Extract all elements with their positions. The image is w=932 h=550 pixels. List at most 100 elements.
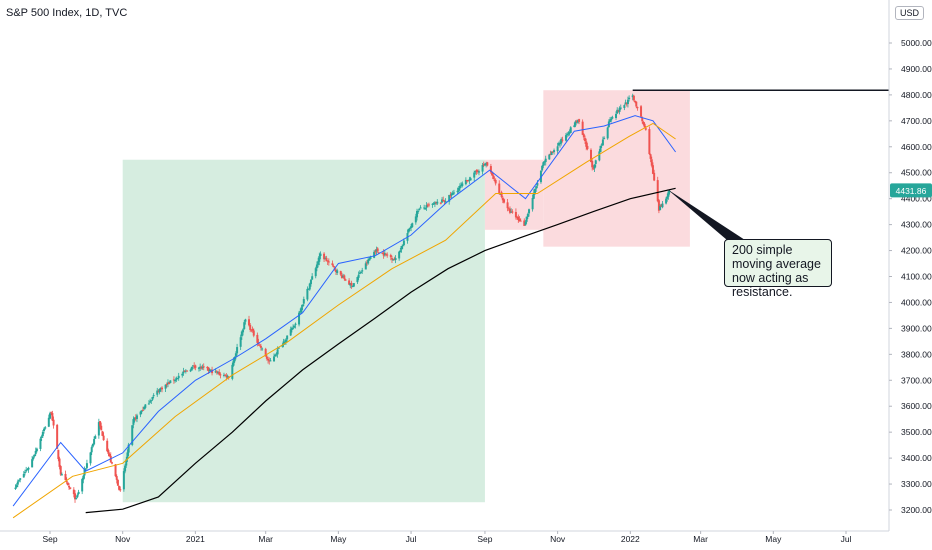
candle-body[interactable] xyxy=(382,252,385,256)
candle-body[interactable] xyxy=(81,479,84,492)
candle-body[interactable] xyxy=(367,259,370,264)
candle-body[interactable] xyxy=(524,222,527,226)
candle-body[interactable] xyxy=(400,246,403,250)
candle-body[interactable] xyxy=(386,254,389,256)
candle-body[interactable] xyxy=(52,419,55,426)
candle-body[interactable] xyxy=(381,253,384,255)
candle-body[interactable] xyxy=(217,372,220,374)
candle-body[interactable] xyxy=(256,334,259,343)
candle-body[interactable] xyxy=(243,322,246,329)
candle-body[interactable] xyxy=(56,424,59,449)
candle-body[interactable] xyxy=(27,467,30,470)
candle-body[interactable] xyxy=(16,481,19,485)
candle-body[interactable] xyxy=(625,103,628,105)
candle-body[interactable] xyxy=(174,379,177,382)
candle-body[interactable] xyxy=(532,192,535,199)
candle-body[interactable] xyxy=(368,258,371,261)
candle-body[interactable] xyxy=(126,452,129,459)
candle-body[interactable] xyxy=(531,197,534,210)
candle-body[interactable] xyxy=(606,127,609,139)
candle-body[interactable] xyxy=(561,139,564,141)
candle-body[interactable] xyxy=(452,192,455,194)
candle-body[interactable] xyxy=(143,406,146,410)
candle-body[interactable] xyxy=(468,179,471,181)
zone-green-0[interactable] xyxy=(122,159,485,503)
candle-body[interactable] xyxy=(31,459,34,468)
candle-body[interactable] xyxy=(276,349,279,355)
candle-body[interactable] xyxy=(47,417,50,427)
candle-body[interactable] xyxy=(66,482,69,486)
candle-body[interactable] xyxy=(535,186,538,189)
last-price-tag[interactable] xyxy=(890,183,932,198)
candle-body[interactable] xyxy=(593,164,596,169)
candle-body[interactable] xyxy=(360,272,363,274)
candle-body[interactable] xyxy=(349,283,352,286)
candle-body[interactable] xyxy=(543,161,546,163)
candle-body[interactable] xyxy=(466,180,469,182)
candle-body[interactable] xyxy=(433,202,436,204)
candle-body[interactable] xyxy=(618,107,621,112)
candle-body[interactable] xyxy=(293,325,296,328)
candle-body[interactable] xyxy=(411,223,414,228)
candle-body[interactable] xyxy=(610,118,613,121)
candle-body[interactable] xyxy=(517,216,520,220)
candle-body[interactable] xyxy=(373,251,376,258)
candle-body[interactable] xyxy=(483,164,486,166)
candle-body[interactable] xyxy=(209,369,212,372)
candle-body[interactable] xyxy=(574,121,577,126)
candle-body[interactable] xyxy=(369,257,372,259)
candle-body[interactable] xyxy=(432,203,435,205)
candle-body[interactable] xyxy=(116,480,119,486)
candle-body[interactable] xyxy=(408,227,411,229)
candle-body[interactable] xyxy=(601,139,604,146)
candle-body[interactable] xyxy=(91,443,94,447)
candle-body[interactable] xyxy=(64,473,67,481)
candle-body[interactable] xyxy=(125,459,128,466)
candle-body[interactable] xyxy=(352,283,355,287)
candle-body[interactable] xyxy=(206,367,209,369)
candle-body[interactable] xyxy=(578,119,581,122)
candle-body[interactable] xyxy=(100,425,103,431)
candle-body[interactable] xyxy=(585,141,588,147)
candle-body[interactable] xyxy=(661,203,664,208)
candle-body[interactable] xyxy=(224,374,227,376)
candle-body[interactable] xyxy=(331,263,334,266)
candle-body[interactable] xyxy=(402,240,405,246)
candle-body[interactable] xyxy=(417,210,420,212)
candle-body[interactable] xyxy=(50,412,53,414)
candle-body[interactable] xyxy=(314,268,317,277)
candle-body[interactable] xyxy=(307,288,310,290)
candle-body[interactable] xyxy=(25,470,28,472)
candle-body[interactable] xyxy=(127,444,130,453)
candle-body[interactable] xyxy=(93,439,96,445)
candle-body[interactable] xyxy=(215,371,218,373)
candle-body[interactable] xyxy=(14,487,17,489)
candle-body[interactable] xyxy=(444,201,447,203)
candle-body[interactable] xyxy=(108,454,111,457)
candle-body[interactable] xyxy=(184,370,187,372)
candle-body[interactable] xyxy=(172,379,175,381)
candle-body[interactable] xyxy=(265,356,268,359)
candle-body[interactable] xyxy=(456,190,459,192)
candle-body[interactable] xyxy=(72,489,75,495)
candle-body[interactable] xyxy=(275,353,278,355)
candle-body[interactable] xyxy=(619,107,622,109)
candle-body[interactable] xyxy=(194,365,197,368)
candle-body[interactable] xyxy=(500,192,503,197)
candle-body[interactable] xyxy=(364,263,367,270)
candle-body[interactable] xyxy=(114,464,117,477)
candle-body[interactable] xyxy=(628,97,631,100)
candle-body[interactable] xyxy=(60,474,63,476)
candle-body[interactable] xyxy=(623,105,626,108)
candle-body[interactable] xyxy=(375,249,378,252)
candle-body[interactable] xyxy=(140,410,143,412)
candle-body[interactable] xyxy=(624,102,627,105)
sma-20-line[interactable] xyxy=(12,115,677,507)
candle-body[interactable] xyxy=(425,205,428,208)
candle-body[interactable] xyxy=(269,360,272,362)
candle-body[interactable] xyxy=(489,166,492,173)
candle-body[interactable] xyxy=(344,279,347,281)
candle-body[interactable] xyxy=(267,358,270,361)
candle-body[interactable] xyxy=(236,347,239,354)
candle-body[interactable] xyxy=(161,387,164,390)
